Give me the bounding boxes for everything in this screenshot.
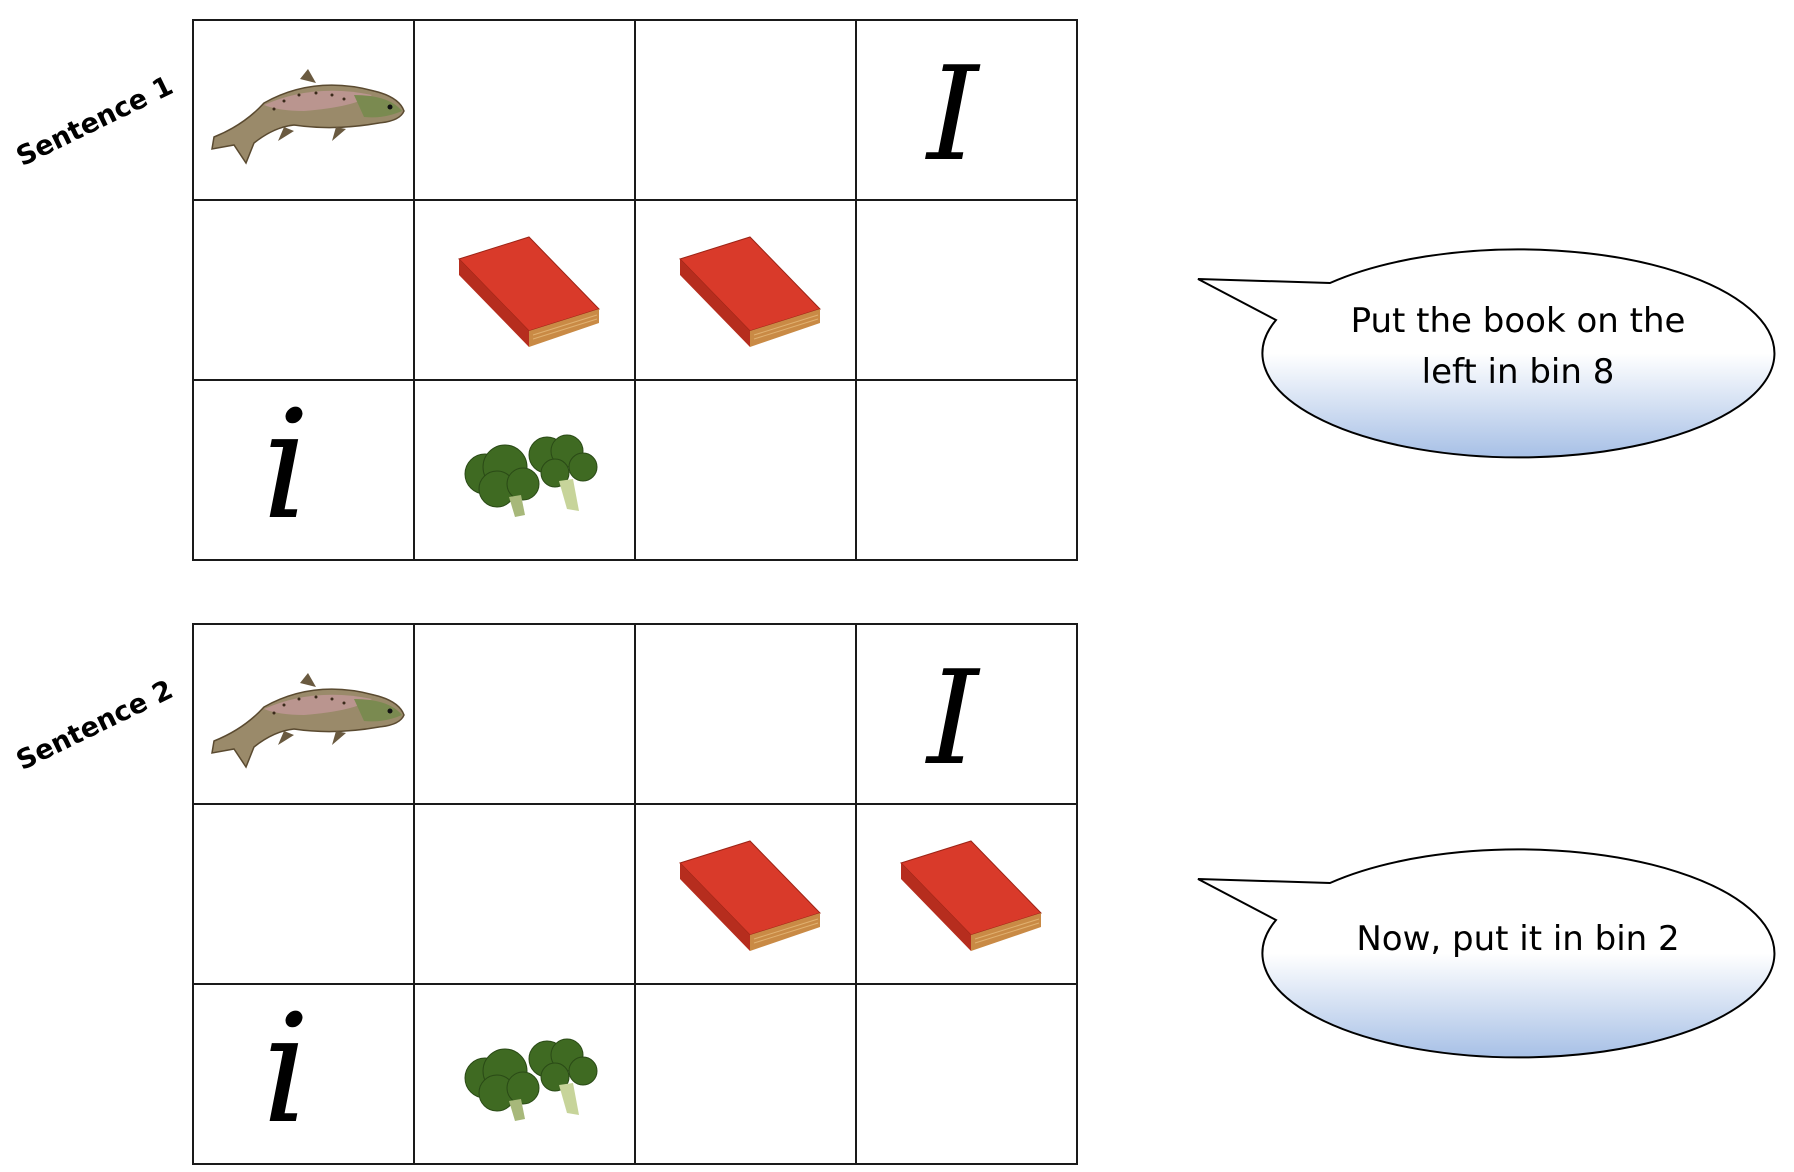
bin-cell[interactable] xyxy=(634,623,857,805)
broccoli-icon xyxy=(464,434,598,517)
letter-i: i xyxy=(262,983,310,1157)
bin-cell[interactable]: I xyxy=(855,19,1078,201)
bin-cell[interactable] xyxy=(413,379,636,561)
red-book-icon xyxy=(679,236,821,347)
letter-i: i xyxy=(262,379,310,553)
bin-cell[interactable] xyxy=(192,199,415,381)
fish-slot xyxy=(194,625,413,803)
bin-cell[interactable] xyxy=(634,19,857,201)
broccoli-icon xyxy=(464,1038,598,1121)
broccoli-slot xyxy=(415,381,634,559)
trout-fish-icon xyxy=(211,673,405,769)
sentence-label: Sentence 2 xyxy=(11,674,178,777)
bin-cell[interactable]: I xyxy=(855,623,1078,805)
red-book-icon xyxy=(679,840,821,951)
red-book-icon xyxy=(900,840,1042,951)
bin-cell[interactable] xyxy=(192,19,415,201)
bin-cell[interactable] xyxy=(634,379,857,561)
bin-cell[interactable] xyxy=(413,623,636,805)
bin-cell[interactable]: i xyxy=(192,379,415,561)
bin-cell[interactable] xyxy=(634,803,857,985)
bin-cell[interactable] xyxy=(192,803,415,985)
speech-bubble xyxy=(1197,248,1776,459)
speech-bubble xyxy=(1197,848,1776,1059)
bin-grid: I i xyxy=(192,623,1078,1165)
bin-grid: I i xyxy=(192,19,1078,561)
bin-cell[interactable] xyxy=(855,983,1078,1165)
bin-cell[interactable] xyxy=(634,199,857,381)
bin-cell[interactable] xyxy=(855,199,1078,381)
letter-I: I xyxy=(927,642,979,794)
book-slot xyxy=(636,201,855,379)
fish-slot xyxy=(194,21,413,199)
broccoli-slot xyxy=(415,985,634,1163)
bin-cell[interactable]: i xyxy=(192,983,415,1165)
bin-cell[interactable] xyxy=(192,623,415,805)
sentence-label: Sentence 1 xyxy=(11,70,178,173)
letter-I: I xyxy=(927,38,979,190)
bin-cell[interactable] xyxy=(855,803,1078,985)
sentence-panel-2: Sentence 2 I i xyxy=(0,604,1794,1165)
bin-cell[interactable] xyxy=(413,803,636,985)
bin-cell[interactable] xyxy=(413,199,636,381)
sentence-panel-1: Sentence 1 I i xyxy=(0,0,1794,561)
speech-text: Now, put it in bin 2 xyxy=(1356,919,1680,959)
bin-cell[interactable] xyxy=(413,983,636,1165)
trout-fish-icon xyxy=(211,69,405,165)
speech-text: Put the book on the left in bin 8 xyxy=(1350,301,1686,392)
red-book-icon xyxy=(458,236,600,347)
book-slot xyxy=(636,805,855,983)
bin-cell[interactable] xyxy=(634,983,857,1165)
bin-cell[interactable] xyxy=(855,379,1078,561)
book-slot xyxy=(415,201,634,379)
bin-cell[interactable] xyxy=(413,19,636,201)
book-slot xyxy=(857,805,1076,983)
